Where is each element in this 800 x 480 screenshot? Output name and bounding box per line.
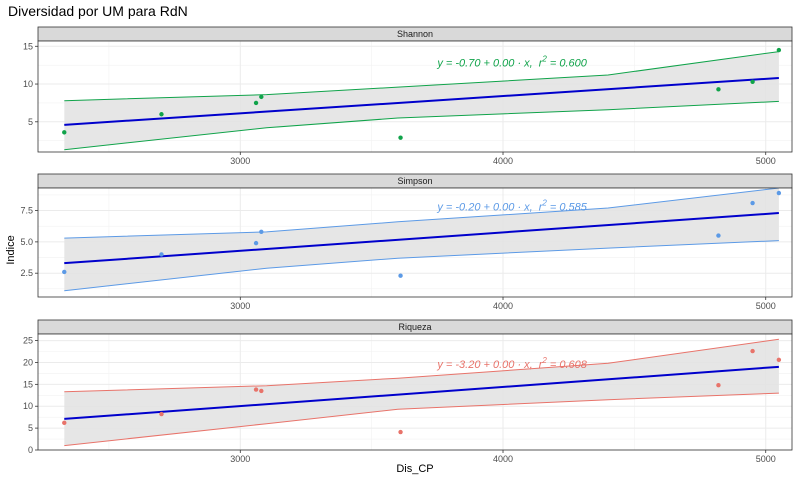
band-lower-line [64, 392, 779, 447]
panel-border [37, 187, 793, 298]
data-point [159, 112, 164, 117]
data-point [398, 429, 403, 435]
x-tick-label: 4000 [493, 454, 513, 464]
data-point [62, 269, 67, 275]
band-lower-line [64, 240, 779, 292]
x-tick-label: 5000 [756, 301, 776, 311]
regression-equation: y = -0.20 + 0.00 · x, r2 = 0.585 [436, 199, 587, 214]
data-point [259, 388, 264, 394]
x-tick-label: 5000 [756, 156, 776, 166]
equation-lhs: y = -0.70 + 0.00 · x, [436, 58, 532, 70]
data-point [776, 47, 782, 53]
facet-strip-label: Riqueza [398, 322, 431, 332]
facet-strip-label: Shannon [397, 29, 433, 39]
equation-r-superscript: 2 [541, 55, 547, 64]
data-point [259, 94, 264, 100]
x-tick-label: 3000 [230, 301, 250, 311]
data-point [398, 135, 403, 140]
y-tick-label: 0 [28, 445, 33, 455]
panel-riqueza: Riqueza y = -3.20 + 0.00 · x, r2 = 0.608 0 5… [23, 319, 793, 464]
x-axis-title: Dis_CP [396, 463, 433, 475]
y-tick-label: 10 [23, 79, 33, 89]
data-point [253, 100, 259, 106]
panel-border [37, 333, 793, 451]
panel-simpson: Simpson y = -0.20 + 0.00 · x, r2 = 0.585 2.… [20, 173, 793, 311]
y-tick-label: 15 [23, 41, 33, 51]
data-point [159, 252, 164, 257]
equation-r-symbol: r [539, 359, 544, 371]
equation-r2-value: = 0.600 [547, 58, 588, 70]
y-tick-label: 5.0 [20, 237, 33, 247]
x-tick-label: 4000 [493, 156, 513, 166]
regression-equation: y = -3.20 + 0.00 · x, r2 = 0.608 [436, 356, 587, 371]
band-lower-line [64, 100, 779, 151]
data-point [259, 229, 264, 235]
regression-line [64, 365, 779, 420]
regression-equation: y = -0.70 + 0.00 · x, r2 = 0.600 [436, 55, 587, 70]
y-tick-label: 5 [28, 117, 33, 127]
data-point [750, 348, 755, 354]
panel-border [37, 40, 793, 153]
confidence-band [64, 188, 779, 291]
y-tick-label: 20 [23, 357, 33, 367]
band-upper-line [64, 187, 779, 239]
data-point [716, 233, 721, 238]
equation-r-symbol: r [539, 58, 544, 70]
data-point [62, 130, 67, 135]
facet-strip-label: Simpson [397, 176, 432, 186]
y-axis-title: Indice [5, 235, 17, 264]
x-tick-label: 5000 [756, 454, 776, 464]
equation-r-symbol: r [539, 202, 544, 214]
data-point [776, 357, 782, 363]
data-point [398, 273, 403, 278]
y-tick-label: 25 [23, 336, 33, 346]
band-upper-line [64, 51, 779, 102]
equation-r-superscript: 2 [541, 199, 547, 208]
y-tick-label: 5 [28, 423, 33, 433]
equation-lhs: y = -0.20 + 0.00 · x, [436, 202, 532, 214]
data-point [159, 411, 164, 417]
y-tick-label: 7.5 [20, 206, 33, 216]
data-point [776, 190, 782, 196]
regression-line [64, 212, 779, 265]
x-tick-label: 4000 [493, 301, 513, 311]
equation-r2-value: = 0.608 [547, 359, 588, 371]
x-tick-label: 3000 [230, 454, 250, 464]
data-point [253, 387, 259, 392]
band-upper-line [64, 338, 779, 393]
regression-line [64, 77, 779, 126]
y-tick-label: 15 [23, 379, 33, 389]
x-tick-label: 3000 [230, 156, 250, 166]
equation-r-superscript: 2 [541, 356, 547, 365]
data-point [750, 79, 755, 84]
data-point [750, 200, 755, 206]
y-tick-label: 2.5 [20, 268, 33, 278]
data-point [716, 87, 721, 92]
panel-shannon: Shannon y = -0.70 + 0.00 · x, r2 = 0.600 5 1… [23, 26, 793, 166]
equation-lhs: y = -3.20 + 0.00 · x, [436, 359, 532, 371]
data-point [716, 383, 721, 388]
equation-r2-value: = 0.585 [547, 202, 588, 214]
y-tick-label: 10 [23, 401, 33, 411]
chart-title: Diversidad por UM para RdN [8, 3, 188, 19]
data-point [62, 420, 67, 426]
data-point [253, 240, 259, 246]
